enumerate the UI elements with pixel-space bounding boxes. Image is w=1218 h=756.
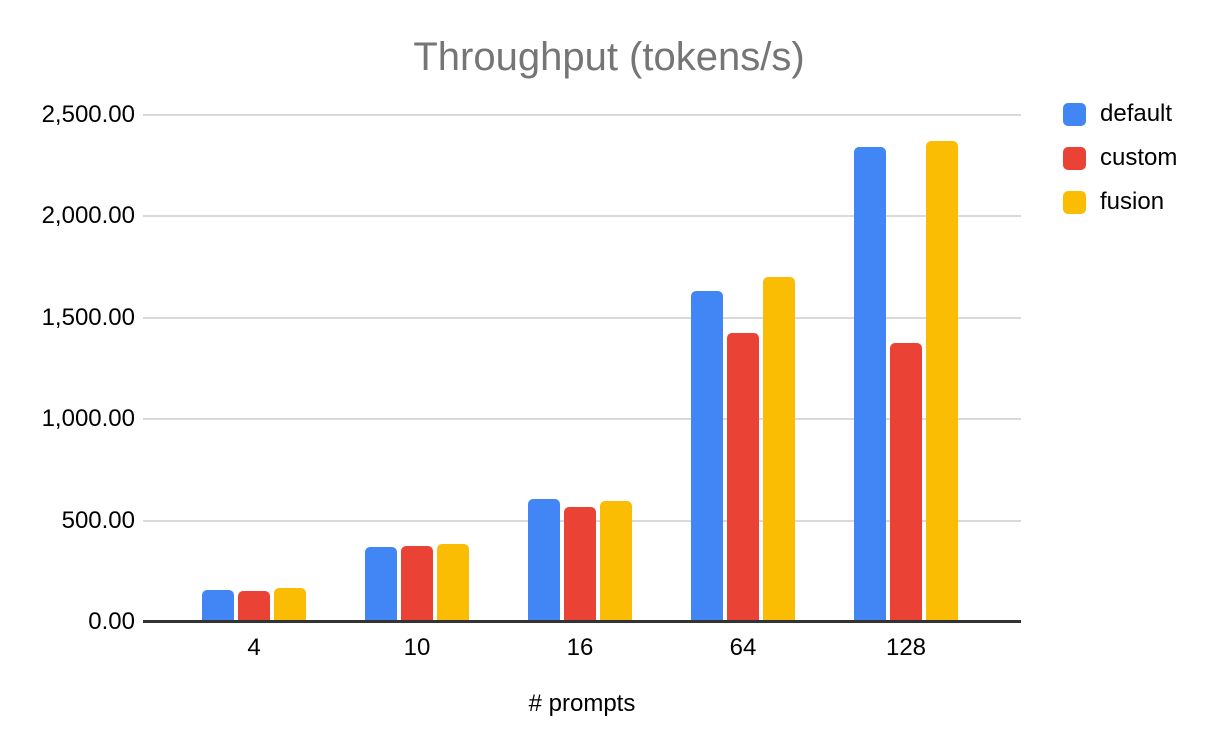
plot-area: [143, 114, 1021, 623]
bar-group: [528, 115, 632, 622]
y-tick-label: 500.00: [61, 506, 135, 534]
bar-default: [528, 498, 560, 622]
bar-group: [854, 115, 958, 622]
bar-fusion: [763, 277, 795, 622]
bar-fusion: [437, 543, 469, 622]
bar-custom: [238, 590, 270, 622]
chart-title: Throughput (tokens/s): [413, 35, 805, 79]
legend-item-custom: custom: [1063, 144, 1178, 171]
gridline: [143, 215, 1021, 218]
bar-custom: [564, 507, 596, 622]
legend: default custom fusion: [1063, 100, 1178, 234]
y-axis-labels: 0.00 500.00 1,000.00 1,500.00 2,000.00 2,500.…: [0, 0, 135, 756]
gridline: [143, 418, 1021, 421]
bar-default: [854, 147, 886, 622]
x-tick-label: 10: [403, 634, 431, 661]
bar-custom: [401, 545, 433, 622]
bar-group: [691, 115, 795, 622]
bar-fusion: [600, 501, 632, 622]
y-tick-label: 1,500.00: [41, 303, 135, 331]
x-tick-label: 4: [247, 634, 261, 661]
legend-label: custom: [1100, 144, 1178, 171]
legend-label: default: [1100, 100, 1173, 127]
gridline: [143, 316, 1021, 319]
legend-swatch-icon: [1063, 102, 1086, 126]
x-axis-title: # prompts: [528, 690, 636, 717]
legend-item-fusion: fusion: [1063, 188, 1177, 215]
legend-swatch-icon: [1063, 190, 1086, 214]
legend-label: fusion: [1100, 188, 1165, 215]
x-tick-label: 64: [729, 634, 757, 661]
bar-group: [202, 115, 306, 622]
bar-fusion: [926, 141, 958, 622]
bar-default: [202, 590, 234, 622]
gridline: [143, 114, 1021, 116]
x-tick-label: 128: [885, 634, 927, 661]
legend-swatch-icon: [1063, 146, 1086, 170]
bar-custom: [727, 333, 759, 622]
bar-fusion: [274, 587, 306, 622]
legend-item-default: default: [1063, 100, 1177, 127]
bar-default: [691, 291, 723, 622]
bar-group: [365, 115, 469, 622]
y-tick-label: 1,000.00: [41, 405, 135, 433]
bar-custom: [890, 343, 922, 622]
y-tick-label: 2,000.00: [41, 202, 135, 230]
bar-default: [365, 546, 397, 622]
y-tick-label: 0.00: [88, 608, 135, 635]
x-tick-label: 16: [566, 634, 594, 661]
x-axis-line: [143, 620, 1021, 623]
y-tick-label: 2,500.00: [41, 101, 135, 128]
